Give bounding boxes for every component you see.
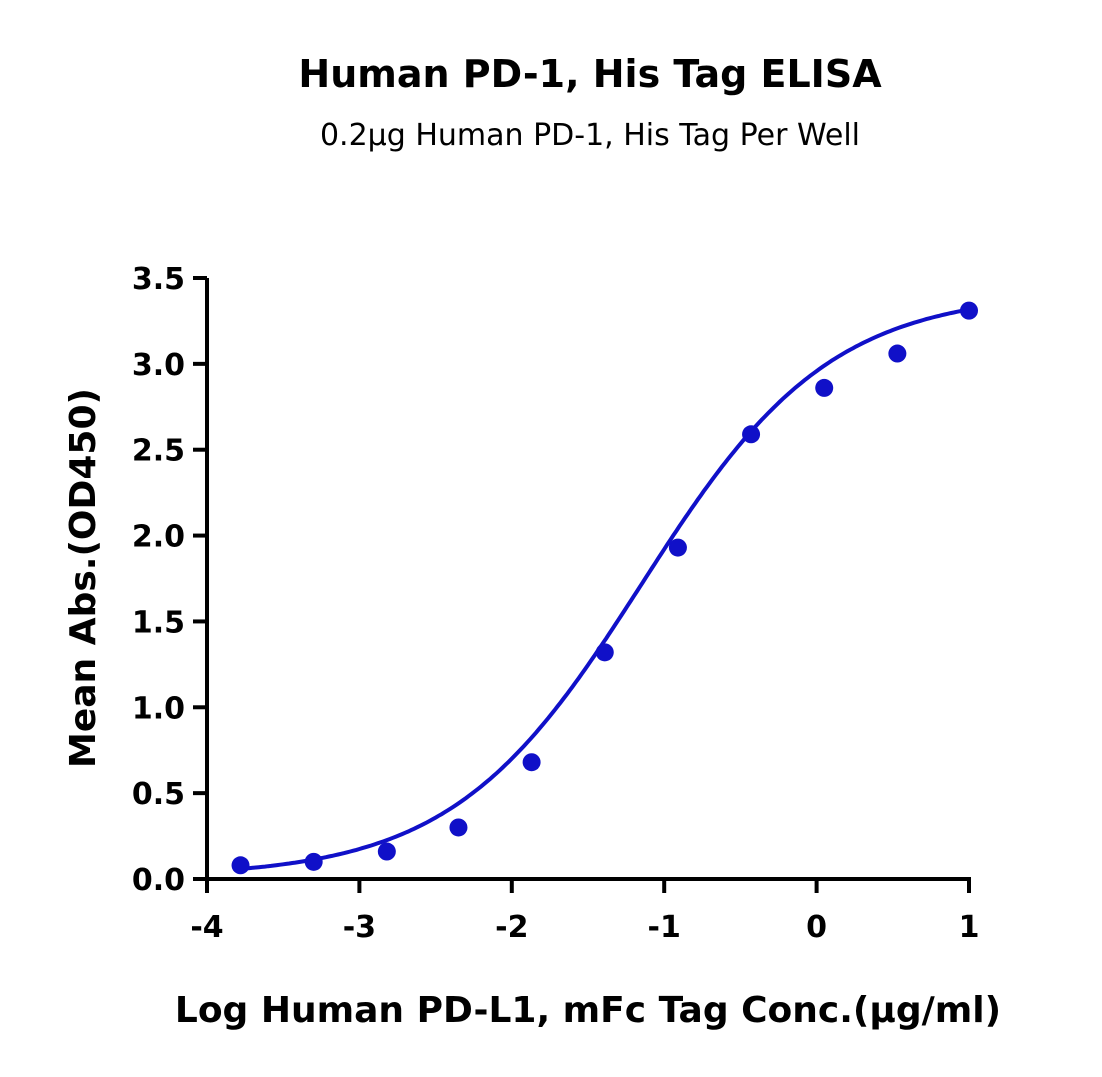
data-point <box>595 643 614 662</box>
data-point <box>742 425 761 444</box>
y-tick-label: 1.0 <box>132 691 185 726</box>
y-tick-label: 0.5 <box>132 777 185 812</box>
x-axis-label: Log Human PD-L1, mFc Tag Conc.(μg/ml) <box>175 990 1001 1031</box>
y-tick-label: 3.0 <box>132 348 185 383</box>
chart-title: Human PD-1, His Tag ELISA <box>298 52 882 96</box>
data-point <box>960 301 978 320</box>
y-tick-label: 3.5 <box>132 262 185 297</box>
x-tick-label: -2 <box>495 910 528 945</box>
y-tick-label: 2.0 <box>132 520 185 555</box>
data-point <box>304 852 323 871</box>
y-tick-label: 1.5 <box>132 605 185 640</box>
y-axis-label: Mean Abs.(OD450) <box>63 388 104 768</box>
x-tick-label: -4 <box>190 910 223 945</box>
data-point <box>888 344 907 363</box>
fit-curve <box>240 307 970 871</box>
data-point <box>668 538 687 557</box>
y-tick-label: 2.5 <box>132 434 185 469</box>
chart-subtitle: 0.2μg Human PD-1, His Tag Per Well <box>319 118 861 153</box>
x-tick-label: -1 <box>648 910 681 945</box>
x-tick-label: 1 <box>959 910 980 945</box>
x-tick-label: 0 <box>806 910 827 945</box>
y-tick-label: 0.0 <box>132 863 185 898</box>
data-point <box>377 842 396 861</box>
x-tick-label: -3 <box>343 910 376 945</box>
data-point <box>231 856 250 875</box>
data-point <box>522 753 541 772</box>
data-point <box>815 378 834 397</box>
data-point <box>449 818 468 837</box>
